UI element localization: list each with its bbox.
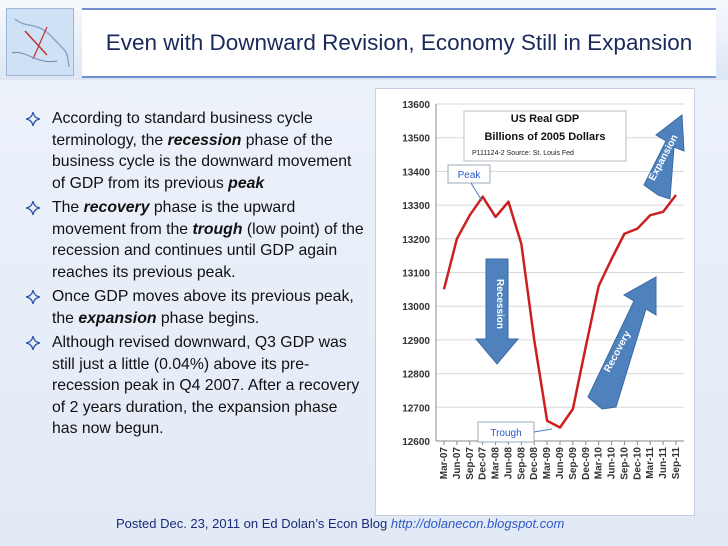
chart-panel: 12600 12700 12800 12900 13000 13100 13200 13300…: [375, 88, 695, 516]
bullet-emphasis: peak: [228, 174, 265, 192]
y-tick-label: 12700: [402, 403, 430, 414]
slide-title: Even with Downward Revision, Economy Sti…: [105, 30, 693, 55]
chart-subtitle: Billions of 2005 Dollars: [484, 131, 605, 143]
trough-label: Trough: [490, 428, 521, 439]
y-tick-label: 13300: [402, 201, 430, 212]
x-tick-label: Mar-09: [542, 447, 553, 480]
x-tick-label: Mar-08: [491, 447, 502, 480]
bullet-emphasis: recession: [167, 131, 242, 149]
bullet-text: The: [52, 199, 84, 216]
bullet-emphasis: expansion: [78, 309, 157, 327]
x-tick-label: Mar-11: [645, 447, 656, 479]
footer-link[interactable]: http://dolanecon.blogspot.com: [390, 516, 565, 531]
bullet-emphasis: recovery: [83, 199, 150, 216]
bullet-text: (low point) of the recession and continu…: [52, 220, 364, 281]
peak-label: Peak: [458, 170, 482, 181]
footer-text: Posted Dec. 23, 2011 on Ed Dolan’s Econ …: [116, 516, 391, 531]
four-point-star-bullet-icon: [25, 289, 41, 305]
bullet-list: According to standard business cycle ter…: [8, 108, 366, 443]
four-point-star-bullet-icon: [25, 200, 41, 216]
y-tick-label: 12900: [402, 336, 430, 347]
x-tick-label: Dec-10: [632, 447, 643, 480]
peak-callout-line: [470, 182, 483, 202]
bullet-text: phase of the business cycle is the downw…: [52, 131, 352, 192]
x-tick-label: Dec-08: [529, 447, 540, 480]
x-tick-label: Jun-08: [503, 447, 514, 480]
x-tick-label: Mar-07: [439, 447, 450, 480]
x-tick-label: Jun-10: [607, 447, 618, 480]
recession-arrow-label: Recession: [494, 279, 505, 329]
bullet-item: The recovery phase is the upward movemen…: [8, 197, 366, 283]
y-tick-label: 12800: [402, 370, 430, 381]
x-tick-label: Jun-09: [555, 447, 566, 480]
chart-title-box: [463, 110, 627, 162]
bullet-emphasis: trough: [192, 220, 243, 238]
title-bar: Even with Downward Revision, Economy Sti…: [0, 0, 728, 80]
x-tick-label: Sep-11: [671, 447, 682, 480]
logo-image: [6, 8, 74, 76]
bullet-text: Once GDP moves above its previous peak, …: [52, 288, 354, 327]
title-box: Even with Downward Revision, Economy Sti…: [82, 8, 716, 78]
bullet-text: Although revised downward, Q3 GDP was st…: [52, 334, 360, 437]
four-point-star-bullet-icon: [25, 335, 41, 351]
bullet-item: According to standard business cycle ter…: [8, 108, 366, 194]
y-tick-label: 12600: [402, 437, 430, 448]
expansion-arrow: [643, 114, 685, 200]
trough-callout-line: [533, 428, 553, 433]
bullet-item: Although revised downward, Q3 GDP was st…: [8, 332, 366, 440]
x-tick-label: Jun-11: [658, 447, 669, 479]
x-tick-label: Sep-07: [465, 447, 476, 480]
footer: Posted Dec. 23, 2011 on Ed Dolan’s Econ …: [116, 516, 564, 531]
bullet-text: phase begins.: [156, 309, 260, 327]
bullet-item: Once GDP moves above its previous peak, …: [8, 286, 366, 329]
x-tick-label: Mar-10: [594, 447, 605, 480]
y-tick-label: 13100: [402, 269, 430, 280]
bullet-text: phase is the upward movement from the: [52, 199, 296, 238]
bullet-text: According to standard business cycle ter…: [52, 110, 313, 149]
x-tick-label: Sep-09: [568, 447, 579, 480]
four-point-star-bullet-icon: [25, 111, 41, 127]
chart-title: US Real GDP: [511, 113, 579, 125]
x-tick-label: Jun-07: [452, 447, 463, 480]
peak-callout-box: [447, 164, 491, 184]
x-tick-label: Dec-09: [581, 447, 592, 480]
x-tick-label: Sep-10: [619, 447, 630, 480]
x-tick-label: Dec-07: [478, 447, 489, 480]
y-tick-label: 13600: [402, 100, 430, 111]
x-tick-label: Sep-08: [516, 447, 527, 480]
y-tick-label: 13200: [402, 235, 430, 246]
recovery-arrow: [587, 276, 657, 410]
recession-arrow: [474, 258, 520, 365]
gdp-line-chart: 12600 12700 12800 12900 13000 13100 13200 13300…: [402, 100, 685, 480]
y-tick-label: 13500: [402, 134, 430, 145]
y-tick-label: 13400: [402, 167, 430, 178]
y-tick-label: 13000: [402, 302, 430, 313]
chart-source: P111124-2 Source: St. Louis Fed: [472, 150, 574, 157]
